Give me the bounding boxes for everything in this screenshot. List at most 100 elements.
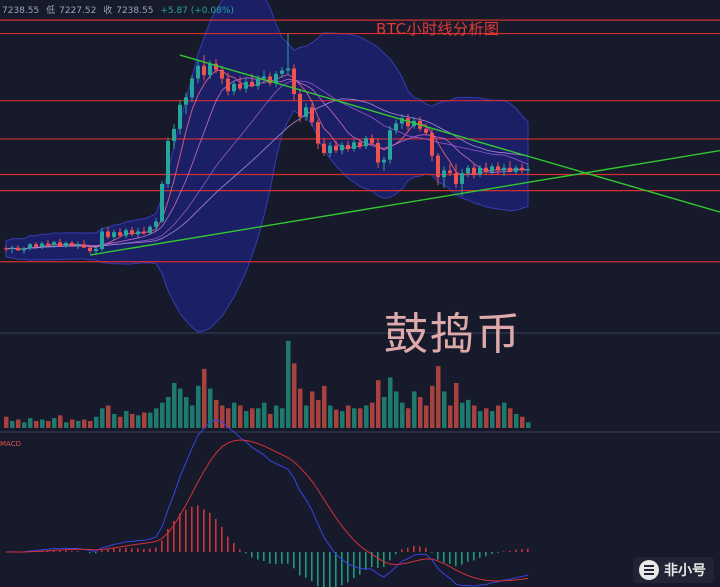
candle-body	[448, 170, 452, 174]
candle	[442, 166, 446, 188]
volume-bar	[388, 377, 393, 428]
macd-histogram-bar	[311, 552, 313, 582]
macd-histogram-bar	[407, 547, 409, 552]
candle	[406, 114, 410, 131]
volume-bar	[394, 391, 399, 428]
macd-histogram-bar	[293, 552, 295, 569]
candle-body	[484, 167, 488, 172]
candle	[46, 240, 50, 247]
volume-bar	[40, 419, 45, 428]
candle-body	[64, 242, 68, 247]
candle	[400, 114, 404, 129]
macd-histogram-bar	[401, 549, 403, 552]
close-value: 7238.55	[116, 6, 154, 16]
candle	[268, 72, 272, 86]
candle-body	[40, 243, 44, 247]
candle	[376, 138, 380, 168]
macd-histogram-bar	[437, 552, 439, 560]
indicator-separators	[0, 332, 720, 433]
macd-histogram-bar	[197, 505, 199, 552]
macd-histogram-bar	[395, 552, 397, 555]
candle	[292, 64, 296, 101]
candle-body	[58, 242, 62, 247]
volume-bar	[46, 420, 51, 428]
candle-body	[358, 142, 362, 147]
candle	[136, 228, 140, 238]
volume-bar	[472, 405, 477, 428]
candle	[304, 103, 308, 121]
candle	[424, 123, 428, 136]
candle	[382, 157, 386, 172]
candle	[238, 76, 242, 91]
macd-dea-line	[5, 439, 529, 582]
macd-histogram-bar	[503, 551, 505, 552]
volume-bar	[490, 411, 495, 428]
candle-body	[502, 167, 506, 171]
macd-histogram-bar	[443, 552, 445, 563]
macd-histogram-bar	[71, 551, 73, 552]
candle	[370, 134, 374, 145]
volume-bar	[232, 402, 237, 428]
candle-body	[112, 232, 116, 237]
volume-bar	[352, 408, 357, 428]
macd-histogram-bar	[215, 518, 217, 552]
macd-histogram-bar	[431, 552, 433, 553]
macd-histogram-bar	[263, 552, 265, 561]
candle	[448, 163, 452, 176]
macd-histogram-bar	[497, 552, 499, 553]
candle-body	[52, 242, 56, 245]
macd-histogram-bar	[185, 509, 187, 552]
candle-body	[136, 231, 140, 235]
candle	[394, 119, 398, 135]
volume-bar	[10, 420, 15, 428]
macd-histogram-bar	[65, 550, 67, 552]
macd-histogram-bar	[239, 549, 241, 552]
candle-body	[292, 68, 296, 94]
candle	[490, 163, 494, 175]
candle	[274, 71, 278, 88]
volume-bar	[442, 391, 447, 428]
macd-histogram-bar	[419, 546, 421, 552]
macd-histogram-bar	[455, 552, 457, 567]
volume-bar	[286, 340, 291, 428]
candle-body	[406, 118, 410, 127]
volume-bar	[346, 405, 351, 428]
macd-histogram-bar	[191, 506, 193, 552]
candle-body	[88, 247, 92, 251]
macd-histogram-bar	[515, 549, 517, 552]
macd-histogram-bar	[473, 552, 475, 561]
volume-bar	[220, 405, 225, 428]
candle-body	[190, 78, 194, 98]
macd-histogram-bar	[125, 547, 127, 552]
candle	[64, 241, 68, 249]
candle	[112, 229, 116, 241]
candle-body	[286, 68, 290, 71]
candle-body	[196, 65, 200, 79]
candle-body	[478, 167, 482, 175]
volume-bar	[502, 402, 507, 428]
macd-histogram-bar	[449, 552, 451, 564]
volume-bar	[406, 408, 411, 428]
volume-bar	[292, 363, 297, 428]
volume-bar	[328, 405, 333, 428]
candle-body	[76, 244, 80, 246]
candle-body	[334, 145, 338, 151]
volume-bar	[238, 405, 243, 428]
candle	[430, 128, 434, 162]
candle-body	[208, 63, 212, 76]
macd-histogram-bar	[143, 549, 145, 552]
volume-bar	[322, 385, 327, 428]
volume-bar	[334, 409, 339, 428]
candle-body	[214, 63, 218, 70]
price-readout: 7238.55	[2, 6, 40, 16]
candle-body	[328, 145, 332, 154]
candle-body	[178, 104, 182, 129]
macd-histogram-bar	[521, 549, 523, 552]
volume-bar	[460, 402, 465, 428]
volume-bar	[208, 388, 213, 428]
macd-histogram-bar	[383, 552, 385, 568]
macd-histogram-bar	[269, 552, 271, 564]
candle-body	[16, 247, 20, 251]
volume-bar	[298, 388, 303, 428]
moving-average-line	[5, 98, 529, 250]
